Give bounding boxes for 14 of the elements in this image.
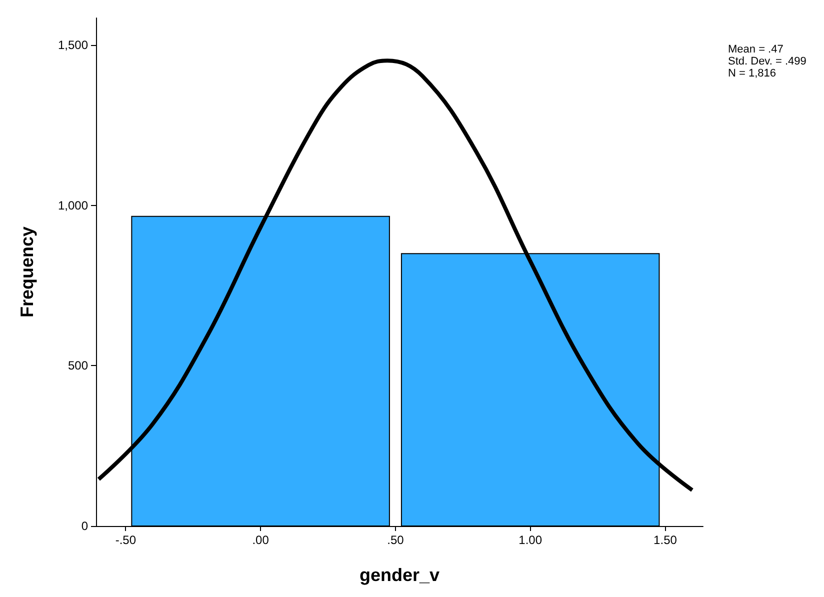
y-tick-label: 0 (81, 519, 88, 533)
x-tick-label: -.50 (115, 533, 136, 547)
text: N = 1,816 (728, 68, 776, 80)
x-tick-label: 1.50 (654, 533, 678, 547)
y-tick-label: 500 (68, 358, 88, 373)
x-tick-label: 1.00 (518, 533, 542, 547)
y-axis-title: Frequency (17, 226, 37, 318)
text: Std. Dev. = .499 (728, 56, 806, 68)
x-axis-title: gender_v (359, 565, 440, 585)
x-tick-label: .50 (387, 533, 404, 547)
y-tick-label: 1,500 (58, 38, 88, 52)
y-tick-label: 1,000 (58, 198, 88, 212)
text: Mean = .47 (728, 44, 784, 56)
x-tick-label: .00 (252, 533, 270, 547)
